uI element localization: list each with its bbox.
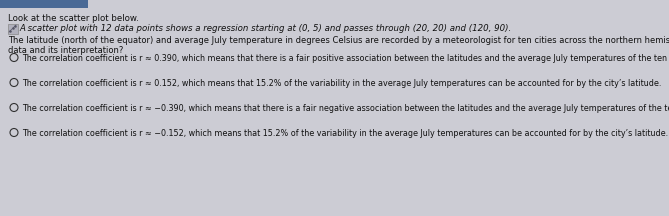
Text: The correlation coefficient is r ≈ −0.390, which means that there is a fair nega: The correlation coefficient is r ≈ −0.39…: [22, 104, 669, 113]
Text: The correlation coefficient is r ≈ −0.152, which means that 15.2% of the variabi: The correlation coefficient is r ≈ −0.15…: [22, 129, 668, 138]
FancyBboxPatch shape: [0, 0, 88, 8]
Text: A scatter plot with 12 data points shows a regression starting at (0, 5) and pas: A scatter plot with 12 data points shows…: [19, 24, 511, 33]
Text: Look at the scatter plot below.: Look at the scatter plot below.: [8, 14, 138, 23]
Text: data and its interpretation?: data and its interpretation?: [8, 46, 123, 55]
Text: The correlation coefficient is r ≈ 0.390, which means that there is a fair posit: The correlation coefficient is r ≈ 0.390…: [22, 54, 669, 63]
Text: The latitude (north of the equator) and average July temperature in degrees Cels: The latitude (north of the equator) and …: [8, 36, 669, 45]
FancyBboxPatch shape: [7, 24, 17, 33]
Text: The correlation coefficient is r ≈ 0.152, which means that 15.2% of the variabil: The correlation coefficient is r ≈ 0.152…: [22, 79, 662, 88]
